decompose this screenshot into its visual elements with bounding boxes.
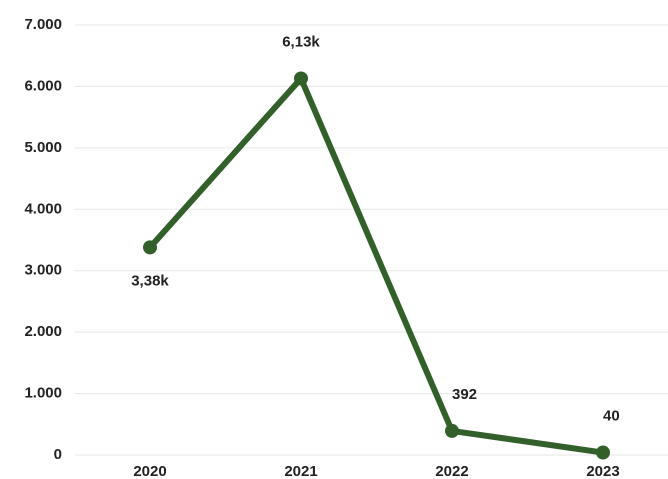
line bbox=[147, 75, 606, 456]
y-tick-label: 4.000 bbox=[24, 200, 62, 217]
data-label: 392 bbox=[452, 386, 477, 403]
point bbox=[596, 445, 610, 460]
point bbox=[143, 240, 157, 255]
point bbox=[445, 423, 459, 438]
y-tick-label: 2.000 bbox=[24, 323, 62, 340]
data-label: 40 bbox=[603, 408, 620, 425]
point bbox=[294, 71, 308, 86]
x-tick-label: 2021 bbox=[284, 463, 317, 479]
x-tick-label: 2022 bbox=[435, 463, 468, 479]
y-tick-label: 7.000 bbox=[24, 16, 62, 33]
x-tick-label: 2023 bbox=[586, 463, 619, 479]
data-label: 3,38k bbox=[131, 272, 169, 289]
y-tick-label: 3.000 bbox=[24, 262, 62, 279]
y-tick-label: 6.000 bbox=[24, 77, 62, 94]
y-tick-label: 1.000 bbox=[24, 385, 62, 402]
x-tick-label: 2020 bbox=[133, 463, 166, 479]
y-tick-label: 5.000 bbox=[24, 139, 62, 156]
y-tick-label: 0 bbox=[54, 446, 62, 463]
data-label: 6,13k bbox=[282, 33, 320, 50]
